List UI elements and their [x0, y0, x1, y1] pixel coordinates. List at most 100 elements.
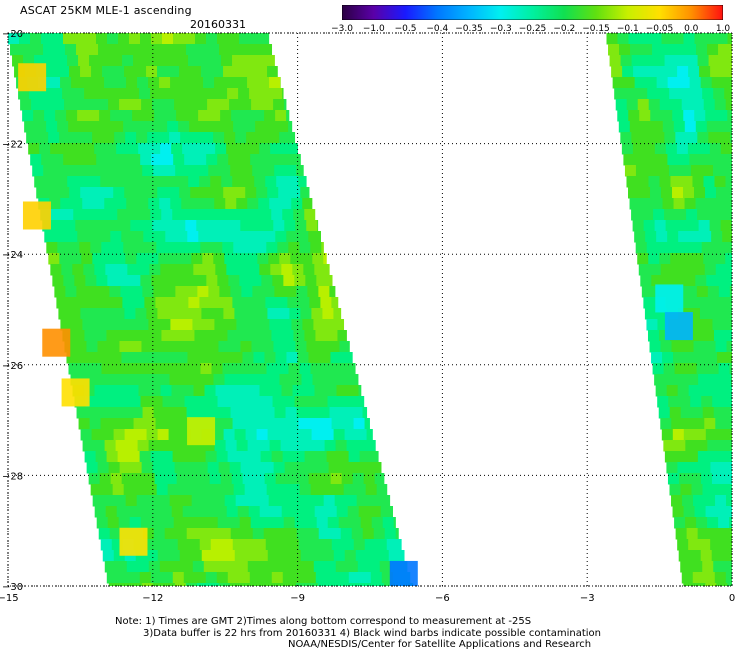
wind-cell [37, 132, 49, 144]
wind-cell [709, 374, 721, 386]
wind-cell [675, 132, 687, 144]
wind-cell [297, 231, 309, 243]
wind-cell [164, 528, 177, 540]
wind-cell [153, 165, 165, 177]
wind-cell [236, 77, 248, 89]
wind-cell [151, 275, 163, 287]
wind-cell [675, 55, 688, 67]
wind-cell [675, 209, 687, 221]
wind-cell [255, 242, 267, 254]
wind-cell [114, 132, 126, 144]
wind-cell [46, 121, 58, 133]
wind-cell [230, 44, 242, 56]
wind-cell [326, 451, 339, 463]
wind-cell [140, 154, 152, 166]
wind-cell [241, 407, 254, 419]
wind-cell [159, 198, 171, 210]
wind-cell [250, 275, 262, 287]
wind-cell [161, 330, 173, 342]
wind-cell [110, 110, 122, 122]
wind-cell [150, 88, 162, 100]
wind-cell [279, 495, 292, 507]
wind-cell [331, 297, 339, 309]
wind-cell [264, 110, 276, 122]
wind-cell [173, 396, 186, 408]
wind-cell [139, 209, 151, 221]
wind-cell [346, 440, 359, 452]
wind-cell [319, 231, 321, 243]
wind-cell [353, 418, 366, 430]
wind-cell [725, 253, 732, 265]
wind-cell [308, 352, 320, 364]
wind-cell [183, 88, 195, 100]
wind-cell [191, 374, 204, 386]
wind-cell [727, 583, 732, 586]
wind-cell [247, 561, 260, 573]
wind-cell [718, 440, 730, 452]
wind-cell [234, 187, 246, 199]
wind-cell [231, 352, 243, 364]
wind-cell [201, 550, 214, 562]
wind-cell [192, 440, 205, 452]
wind-cell [233, 484, 246, 496]
wind-cell [309, 539, 322, 551]
wind-cell [240, 220, 252, 232]
wind-cell [331, 418, 344, 430]
wind-cell [190, 187, 202, 199]
wind-cell [395, 528, 399, 540]
wind-cell [161, 451, 174, 463]
wind-cell [256, 66, 268, 78]
anomaly-patch [664, 312, 693, 341]
wind-cell [696, 517, 708, 529]
wind-cell [238, 209, 250, 221]
wind-cell [91, 429, 104, 441]
wind-cell [365, 484, 378, 496]
wind-cell [217, 396, 230, 408]
wind-cell [216, 88, 228, 100]
wind-cell [80, 308, 92, 320]
wind-cell [256, 550, 269, 562]
wind-cell [241, 528, 254, 540]
wind-cell [58, 187, 70, 199]
wind-cell [328, 462, 341, 474]
wind-cell [319, 352, 331, 364]
wind-cell [272, 275, 284, 287]
wind-cell [207, 583, 220, 586]
wind-cell [695, 121, 708, 133]
wind-cell [314, 506, 327, 518]
wind-cell [154, 473, 167, 485]
wind-cell [238, 88, 250, 100]
wind-cell [168, 66, 180, 78]
wind-cell [679, 396, 691, 408]
wind-cell [326, 330, 338, 342]
wind-cell [684, 121, 697, 133]
wind-cell [329, 286, 336, 298]
wind-cell [164, 44, 176, 56]
wind-cell [84, 451, 97, 463]
wind-cell [273, 341, 285, 353]
wind-cell [227, 209, 239, 221]
wind-cell [128, 572, 141, 584]
wind-cell [660, 341, 673, 353]
wind-cell [67, 55, 79, 67]
wind-cell [681, 176, 693, 188]
wind-cell [93, 198, 105, 210]
wind-cell [304, 572, 317, 584]
wind-cell [148, 198, 160, 210]
wind-cell [164, 407, 177, 419]
wind-cell [144, 539, 157, 551]
wind-cell [699, 66, 711, 78]
wind-cell [724, 407, 732, 419]
wind-cell [241, 44, 253, 56]
wind-cell [133, 176, 145, 188]
wind-cell [186, 286, 198, 298]
wind-cell [246, 495, 259, 507]
wind-cell [668, 242, 681, 254]
wind-cell [284, 341, 296, 353]
wind-cell [173, 154, 185, 166]
wind-cell [234, 308, 246, 320]
wind-cell [184, 154, 196, 166]
wind-cell [638, 264, 651, 276]
wind-cell [370, 572, 383, 584]
wind-cell [301, 253, 313, 265]
